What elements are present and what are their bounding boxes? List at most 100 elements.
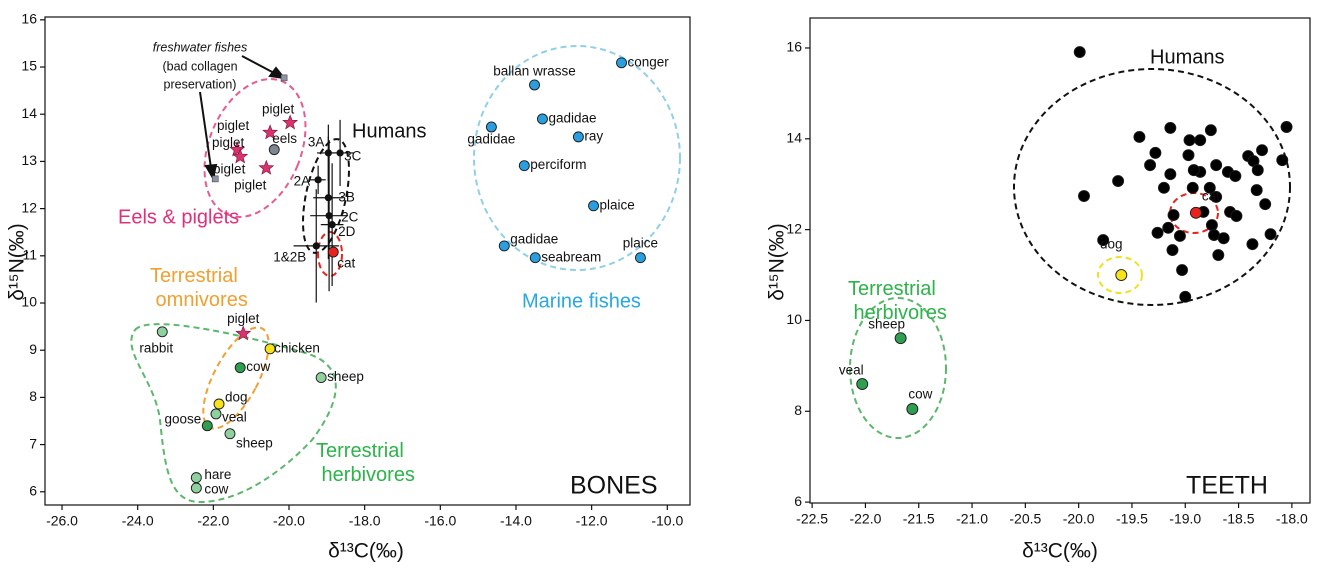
y-tick-label: 16 [21,11,37,27]
point [328,221,336,229]
point-label: 3C [344,148,362,163]
point [1204,124,1217,137]
group-label-line: Terrestrial [316,440,404,462]
point [1212,249,1225,262]
point [1073,46,1086,59]
point [572,131,584,143]
point [1167,209,1180,222]
point [1186,181,1199,194]
point [262,124,279,140]
point [1246,238,1259,251]
point-label: perciform [530,157,586,172]
x-tick-label: -26.0 [46,513,78,529]
y-tick-label: 9 [29,341,37,357]
point [1256,144,1268,157]
point [1078,190,1090,202]
y-tick-label: 10 [21,294,37,310]
y-tick-label: 12 [786,220,802,236]
point-label: gadidae [510,231,558,246]
point-label: piglet [217,118,250,133]
point [201,420,213,432]
point-label: sheep [327,369,364,384]
y-tick-label: 15 [21,58,37,74]
x-tick-label: -19.0 [1169,511,1201,527]
point [1115,269,1128,281]
x-tick-label: -16.0 [424,513,456,529]
point [1187,164,1200,177]
herbivores-outline [130,323,337,504]
point [190,472,202,484]
x-tick-label: -20.0 [273,513,305,529]
point [518,160,530,172]
point [315,372,327,384]
point-label: cow [204,482,228,497]
point-label: piglet [234,178,267,193]
point [588,200,599,212]
humans-outline [1013,68,1291,306]
x-tick-label: -24.0 [122,513,154,529]
point [1112,175,1125,187]
point-label: cow [246,359,270,374]
point-label: 3A [308,134,325,149]
panel-label: BONES [570,472,658,500]
point [1164,168,1177,181]
point-label: veal [839,363,864,378]
y-tick-label: 14 [21,105,37,121]
point [211,175,219,183]
point-label: cat [337,256,355,271]
point-label: 1&2B [273,249,306,264]
x-tick-label: -18.5 [1223,511,1255,527]
point [210,408,222,420]
arrow-head [204,163,218,181]
y-tick-label: 12 [21,199,37,215]
group-label: Eels & piglets [118,206,239,228]
point [1144,159,1157,172]
point-label: chicken [274,340,320,355]
herbivores-outline [849,297,947,439]
point-label: 2D [338,224,356,239]
point [906,403,919,415]
point-label: conger [628,54,670,69]
humans-outline [302,138,350,254]
point-label: 2C [341,209,359,224]
group-label-line: Terrestrial [150,265,238,287]
annotation-arrows [199,55,287,181]
x-axis-label: δ¹³C(‰) [328,540,404,563]
point [1229,170,1242,182]
y-tick-label: 6 [29,482,37,498]
x-tick-label: -10.0 [651,513,683,529]
point-label: cat [1202,188,1220,203]
y-tick-label: 16 [786,39,802,55]
point [1173,230,1186,242]
point [1250,184,1263,197]
point [1176,264,1189,276]
point [616,57,627,69]
group-label: Humans [1150,46,1224,68]
point-label: ballan wrasse [493,64,576,79]
x-tick-label: -22.5 [796,511,828,527]
point [1097,234,1110,247]
arrow [241,55,277,75]
x-tick-label: -20.5 [1009,511,1041,527]
y-tick-label: 13 [21,152,37,168]
y-tick-label: 7 [29,435,37,451]
point [1264,228,1277,241]
point [314,176,322,184]
y-axis-label: δ¹⁵N(‰) [766,223,789,301]
point-label: piglet [212,135,245,150]
x-tick-label: -19.5 [1116,511,1148,527]
point [282,114,299,130]
point [232,148,249,164]
point [312,242,320,250]
cat-outline [317,231,343,277]
annotation: (bad collagen [162,59,237,73]
point-label: dog [1100,237,1123,252]
point [229,141,246,157]
y-tick-label: 10 [786,311,802,327]
x-tick-label: -12.0 [576,513,608,529]
point-label: rabbit [139,340,173,355]
point [1179,290,1192,303]
point [1164,121,1177,134]
